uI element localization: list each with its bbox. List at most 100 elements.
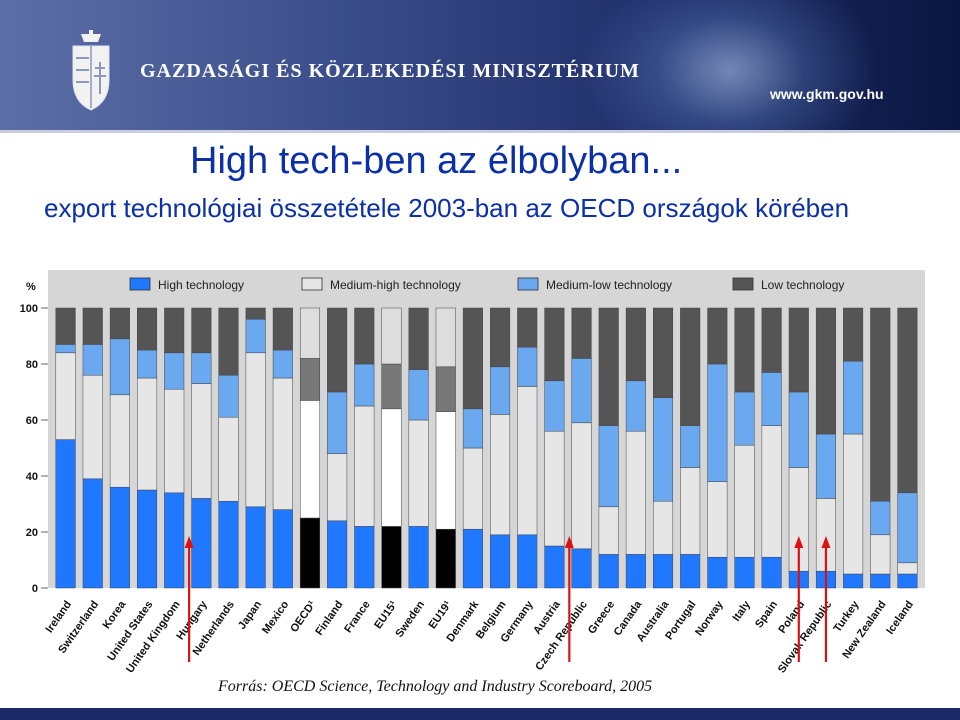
bar-japan-low-technology — [245, 307, 266, 320]
bar-japan-medium-low-technology — [245, 318, 266, 354]
banner-glow — [580, 0, 880, 132]
bar-switzerland-high-technology — [82, 478, 103, 589]
bar-hungary-medium-low-technology — [191, 352, 212, 384]
y-tick-label: 80 — [26, 359, 38, 371]
bar-hungary-low-technology — [191, 307, 212, 354]
bar-turkey-high-technology — [843, 573, 864, 589]
bar-eu15-low-technology — [381, 307, 402, 365]
x-tick-label-mexico: Mexico — [260, 599, 291, 637]
legend-label-medium-low-technology: Medium-low technology — [546, 278, 672, 292]
x-tick-label-finland: Finland — [313, 599, 345, 638]
bar-norway-high-technology — [707, 556, 728, 589]
bar-new-zealand-medium-high-technology — [870, 534, 891, 575]
bar-canada-medium-high-technology — [625, 430, 646, 555]
bar-japan-medium-high-technology — [245, 352, 266, 508]
bar-denmark-high-technology — [462, 528, 483, 589]
legend-label-high-technology: High technology — [158, 278, 244, 292]
bar-united-states-high-technology — [137, 489, 158, 589]
highlight-arrowhead-hungary — [184, 536, 194, 548]
bar-oecd-medium-low-technology — [299, 358, 321, 401]
x-tick-label-france: France — [342, 599, 373, 635]
bar-italy-medium-high-technology — [734, 444, 755, 558]
bar-germany-high-technology — [517, 534, 538, 589]
bar-czech-republic-high-technology — [571, 548, 592, 589]
bar-france-medium-high-technology — [354, 405, 375, 527]
bar-slovak-republic-medium-low-technology — [815, 433, 836, 499]
bar-ireland-medium-high-technology — [55, 352, 76, 440]
legend-swatch-high-technology — [129, 277, 151, 291]
slide-subtitle: export technológiai összetétele 2003-ban… — [44, 193, 850, 223]
legend-swatch-medium-low-technology — [517, 277, 539, 291]
ministry-name: GAZDASÁGI ÉS KÖZLEKEDÉSI MINISZTÉRIUM — [140, 60, 640, 82]
bar-united-states-medium-high-technology — [137, 377, 158, 491]
bar-spain-medium-low-technology — [761, 372, 782, 426]
bar-portugal-high-technology — [680, 554, 701, 589]
bar-belgium-medium-low-technology — [490, 366, 511, 415]
bar-france-high-technology — [354, 526, 375, 589]
bar-japan-high-technology — [245, 506, 266, 589]
source-citation: Forrás: OECD Science, Technology and Ind… — [218, 678, 653, 695]
legend-label-low-technology: Low technology — [761, 278, 844, 292]
bar-netherlands-medium-low-technology — [218, 374, 239, 418]
bar-finland-medium-low-technology — [327, 391, 348, 454]
bar-iceland-medium-low-technology — [897, 492, 918, 564]
coat-of-arms-icon — [72, 30, 110, 111]
bar-australia-medium-high-technology — [652, 500, 674, 555]
bar-germany-medium-high-technology — [517, 386, 538, 536]
bar-sweden-low-technology — [408, 307, 429, 370]
bar-finland-low-technology — [327, 307, 348, 393]
bar-austria-medium-high-technology — [544, 430, 565, 547]
bar-netherlands-high-technology — [218, 500, 239, 589]
x-tick-label-japan: Japan — [236, 599, 264, 632]
bar-ireland-medium-low-technology — [55, 344, 76, 354]
highlight-arrowhead-slovak-republic — [821, 536, 831, 548]
bar-iceland-medium-high-technology — [897, 562, 918, 575]
bar-eu19-low-technology — [435, 307, 456, 368]
highlight-arrowhead-poland — [794, 536, 804, 548]
y-tick-label: 20 — [26, 527, 38, 539]
bar-new-zealand-low-technology — [870, 307, 891, 502]
bar-oecd-medium-high-technology — [299, 400, 321, 519]
banner-divider — [0, 130, 960, 133]
bar-turkey-medium-low-technology — [843, 360, 864, 435]
bar-france-low-technology — [354, 307, 375, 365]
x-tick-label-korea: Korea — [101, 598, 129, 631]
bar-eu19-medium-low-technology — [435, 366, 456, 412]
bar-finland-medium-high-technology — [327, 453, 348, 522]
bar-oecd-high-technology — [299, 517, 321, 589]
bar-switzerland-medium-high-technology — [82, 374, 103, 480]
bar-eu15-medium-low-technology — [381, 363, 402, 410]
bar-iceland-low-technology — [897, 307, 918, 494]
bar-turkey-low-technology — [843, 307, 864, 362]
bar-eu15-high-technology — [381, 526, 402, 589]
bar-italy-medium-low-technology — [734, 391, 755, 446]
bar-sweden-high-technology — [408, 526, 429, 589]
bar-ireland-high-technology — [55, 439, 76, 589]
bar-portugal-medium-low-technology — [680, 425, 701, 468]
bar-czech-republic-low-technology — [571, 307, 592, 359]
ministry-url[interactable]: www.gkm.gov.hu — [770, 86, 884, 102]
bar-australia-medium-low-technology — [652, 397, 674, 502]
bar-norway-medium-low-technology — [707, 363, 728, 482]
bar-korea-low-technology — [109, 307, 130, 340]
bar-canada-low-technology — [625, 307, 646, 382]
bar-turkey-medium-high-technology — [843, 433, 864, 575]
bar-austria-low-technology — [544, 307, 565, 382]
legend-swatch-medium-high-technology — [301, 277, 323, 291]
bar-poland-low-technology — [788, 307, 809, 393]
bar-belgium-medium-high-technology — [490, 414, 511, 536]
footer-bar — [0, 708, 960, 720]
y-tick-label: 100 — [20, 303, 38, 315]
bar-denmark-medium-high-technology — [462, 447, 483, 530]
bar-united-kingdom-medium-low-technology — [164, 352, 185, 390]
bar-italy-low-technology — [734, 307, 755, 393]
bar-mexico-low-technology — [272, 307, 293, 351]
bar-united-kingdom-low-technology — [164, 307, 185, 354]
bar-czech-republic-medium-low-technology — [571, 358, 592, 424]
highlight-arrowhead-czech-republic — [564, 536, 574, 548]
bar-sweden-medium-high-technology — [408, 419, 429, 527]
ministry-banner: GAZDASÁGI ÉS KÖZLEKEDÉSI MINISZTÉRIUM ww… — [0, 0, 960, 132]
bar-greece-medium-high-technology — [598, 506, 619, 555]
x-tick-label-norway: Norway — [693, 598, 726, 638]
bar-norway-low-technology — [707, 307, 728, 365]
